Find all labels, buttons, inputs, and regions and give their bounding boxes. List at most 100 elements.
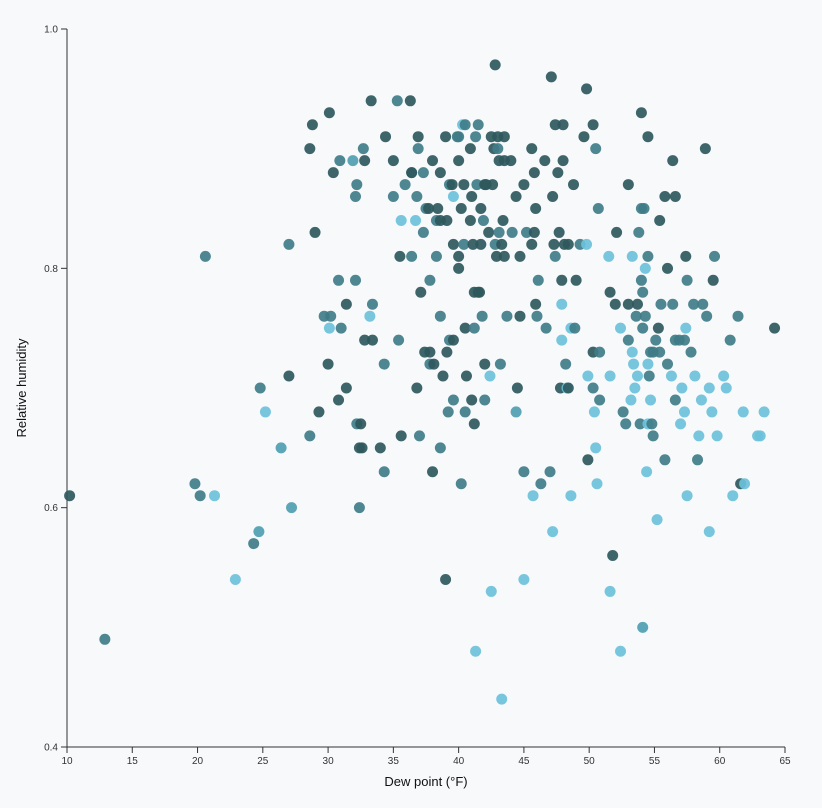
point [737, 406, 749, 418]
point [607, 550, 619, 562]
point [356, 442, 368, 454]
point [470, 131, 482, 143]
point [459, 322, 471, 334]
point [479, 358, 491, 370]
point [532, 274, 544, 286]
point [464, 143, 476, 155]
point [724, 334, 736, 346]
point [654, 214, 666, 226]
point [453, 262, 465, 274]
x-tick-label: 60 [714, 756, 726, 767]
point [642, 131, 654, 143]
point [501, 310, 513, 322]
point [455, 203, 467, 214]
point [631, 370, 643, 382]
point [286, 502, 298, 514]
point [565, 490, 577, 502]
point [399, 179, 411, 191]
point [455, 478, 467, 490]
x-tick-label: 35 [388, 756, 400, 767]
point [647, 430, 659, 442]
point [642, 358, 654, 370]
point [380, 131, 392, 143]
point [412, 131, 424, 143]
point [590, 442, 602, 454]
point [654, 346, 666, 358]
point [309, 226, 321, 238]
point [248, 538, 260, 550]
point [641, 466, 653, 478]
point [458, 179, 470, 191]
point [466, 394, 478, 406]
point [638, 203, 650, 214]
x-tick-label: 40 [453, 756, 465, 767]
x-tick-label: 10 [61, 756, 73, 767]
point [549, 250, 561, 262]
point [676, 382, 688, 394]
point [518, 573, 530, 585]
point [615, 645, 627, 657]
point [366, 334, 378, 346]
point [556, 334, 568, 346]
point [637, 286, 649, 298]
point [283, 370, 295, 382]
point [333, 274, 345, 286]
point [526, 143, 538, 155]
point [364, 310, 376, 322]
point [447, 191, 459, 203]
point [633, 226, 645, 238]
point [665, 370, 677, 382]
point [411, 382, 423, 394]
point [471, 179, 483, 191]
point [528, 167, 540, 179]
point [453, 250, 465, 262]
point [496, 238, 508, 250]
point [359, 155, 371, 167]
point [489, 59, 501, 71]
point [468, 418, 480, 430]
point [531, 310, 543, 322]
point [637, 322, 649, 334]
point [496, 693, 508, 705]
point [562, 238, 574, 250]
point [630, 310, 642, 322]
point [539, 155, 551, 167]
point [406, 167, 418, 179]
point [485, 585, 497, 597]
point [699, 143, 711, 155]
point [434, 310, 446, 322]
point [617, 406, 629, 418]
point [430, 250, 442, 262]
point [626, 250, 638, 262]
point [569, 322, 581, 334]
point [464, 214, 476, 226]
point [659, 454, 671, 466]
point [622, 179, 634, 191]
point [703, 382, 715, 394]
point [681, 490, 693, 502]
point [604, 585, 616, 597]
point [582, 370, 594, 382]
point [357, 143, 369, 155]
point [594, 346, 606, 358]
point [378, 466, 390, 478]
point [527, 490, 539, 502]
point [592, 203, 604, 214]
point [544, 466, 556, 478]
point [678, 406, 690, 418]
point [313, 406, 325, 418]
point [639, 310, 651, 322]
point [732, 310, 744, 322]
point [283, 238, 295, 250]
point [428, 358, 440, 370]
point [557, 119, 569, 131]
point [568, 179, 580, 191]
point [629, 382, 641, 394]
point [675, 418, 687, 430]
x-tick-label: 25 [257, 756, 269, 767]
point [355, 418, 367, 430]
point [680, 322, 692, 334]
point [365, 95, 377, 107]
point [540, 322, 552, 334]
point [622, 298, 634, 310]
